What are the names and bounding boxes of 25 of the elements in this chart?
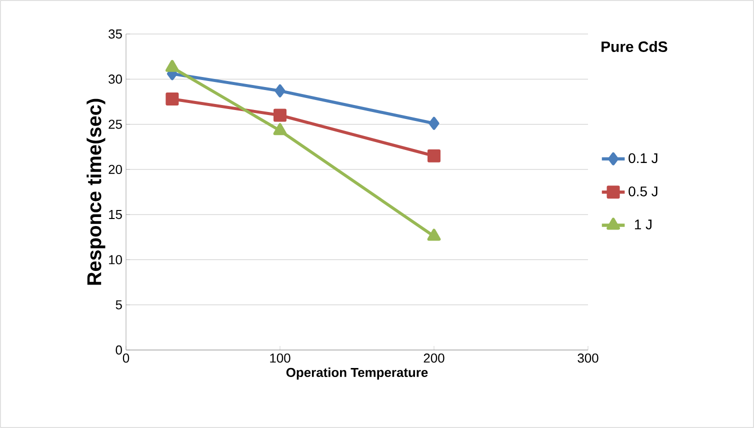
point (166, 92, 179, 106)
y-tick-label: 15 (109, 210, 122, 220)
x-tick-label: 0 (122, 354, 130, 363)
x-tick-label: 100 (270, 354, 290, 363)
point (273, 123, 287, 136)
point (427, 228, 441, 241)
y-tick-label: 5 (116, 300, 122, 310)
legend-label: 0.5 J (628, 186, 658, 196)
y-axis-title: Responce time(sec) (86, 98, 106, 285)
y-tick-label: 25 (108, 120, 122, 129)
point (274, 108, 286, 122)
y-tick-label: 30 (108, 74, 122, 84)
y-tick-label: 0 (116, 345, 122, 355)
x-tick-label: 200 (424, 354, 444, 363)
text: Pure CdS (602, 41, 668, 52)
point (274, 84, 286, 98)
point (428, 116, 440, 130)
x-axis-title: Operation Temperature (286, 368, 428, 380)
legend-label: 1 J (634, 220, 652, 230)
y-tick-label: 35 (108, 29, 122, 39)
legend-label: 0.1 J (628, 153, 658, 164)
x-tick-label: 300 (578, 354, 598, 363)
y-tick-label: 10 (109, 255, 122, 264)
point (428, 149, 441, 162)
y-tick-label: 20 (108, 164, 122, 174)
